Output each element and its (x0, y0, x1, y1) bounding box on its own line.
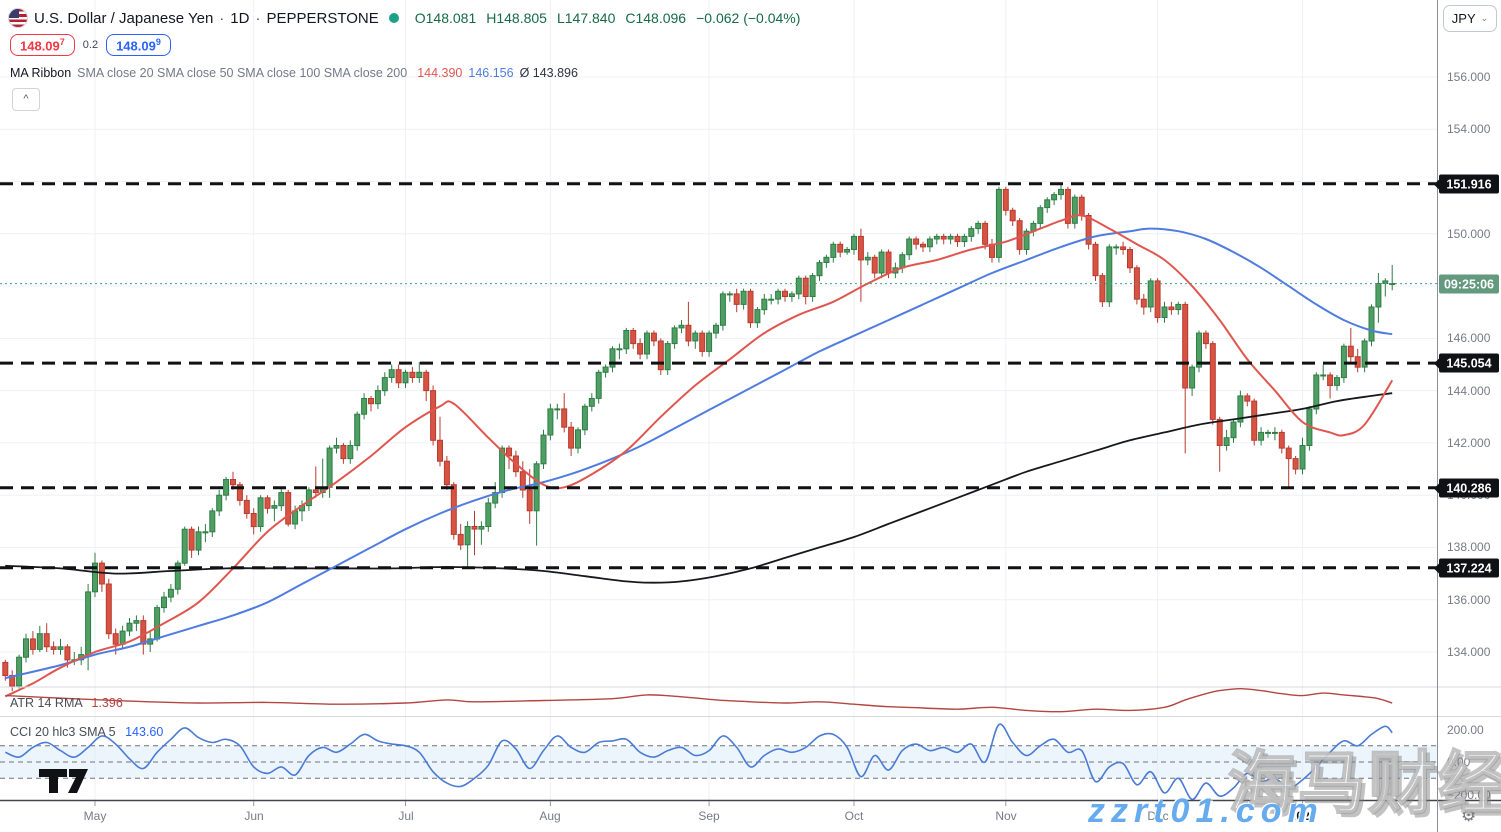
watermark-site: zzrt01.com (1088, 792, 1324, 830)
price-level-badge: 145.054 (1434, 353, 1499, 373)
cci-name: CCI 20 hlc3 SMA 5 (10, 725, 116, 739)
price-tick-label: 150.000 (1447, 227, 1491, 241)
time-axis-label-may: May (83, 809, 107, 823)
ohlc-high: H148.805 (486, 10, 547, 26)
ohlc-close: C148.096 (625, 10, 687, 26)
price-tick-label: 136.000 (1447, 593, 1491, 607)
grid-lines (0, 0, 1437, 800)
time-axis-label-nov: Nov (995, 809, 1017, 823)
ohlc-change: −0.062 (−0.04%) (696, 10, 801, 26)
sma-20-line (4, 214, 1394, 698)
ma-ribbon-sma20-value: 144.390 (417, 66, 463, 80)
currency-label: JPY (1451, 11, 1476, 26)
spread-value: 0.2 (82, 39, 99, 52)
price-tick-label: 154.000 (1447, 122, 1491, 136)
ohlc-open: O148.081 (414, 10, 477, 26)
price-level-lines[interactable] (0, 182, 1437, 570)
price-tick-label: 142.000 (1447, 436, 1491, 450)
bid-ask-row: 148.097 0.2 148.099 (10, 34, 171, 57)
gear-icon[interactable]: ⚙ (1461, 806, 1477, 825)
ma-ribbon-params: SMA close 20 SMA close 50 SMA close 100 … (77, 66, 408, 80)
sell-button[interactable]: 148.097 (10, 34, 75, 57)
separator-dot: · (219, 9, 225, 27)
ohlc-low: L147.840 (556, 10, 616, 26)
time-axis-label-aug: Aug (539, 809, 561, 823)
chevron-up-icon: ^ (23, 93, 29, 105)
time-axis-label-2024: 2024 (1289, 809, 1317, 823)
ma-ribbon-avg-value: Ø 143.896 (519, 66, 578, 80)
symbol-title: U.S. Dollar / Japanese Yen (34, 9, 214, 27)
timeframe-label: 1D (230, 9, 250, 27)
chevron-down-icon: ⌄ (1480, 13, 1489, 23)
time-axis-label-sep: Sep (698, 809, 720, 823)
cci-tick-label: −200.00 (1447, 788, 1491, 802)
cci-band (0, 745, 1437, 779)
chart-legend-header[interactable]: U.S. Dollar / Japanese Yen · 1D · PEPPER… (8, 8, 800, 28)
price-tick-label: 144.000 (1447, 384, 1491, 398)
bar-countdown-badge: 09:25:06 (1439, 274, 1499, 294)
price-tick-label: 146.000 (1447, 331, 1491, 345)
collapse-indicator-button[interactable]: ^ (12, 88, 40, 111)
time-axis-label-jul: Jul (398, 809, 414, 823)
ohlc-values: O148.081 H148.805 L147.840 C148.096 −0.0… (415, 10, 801, 26)
ma-ribbon-legend[interactable]: MA Ribbon SMA close 20 SMA close 50 SMA … (10, 66, 578, 80)
currency-selector-button[interactable]: JPY ⌄ (1443, 5, 1497, 32)
ma-ribbon-sma50-value: 146.156 (468, 66, 514, 80)
price-level-badge: 151.916 (1434, 174, 1499, 194)
sma-50-line (5, 227, 1393, 680)
cci-line (4, 723, 1393, 801)
atr-legend[interactable]: ATR 14 RMA 1.396 (10, 696, 123, 710)
time-axis-label-oct: Oct (844, 809, 864, 823)
cci-tick-label: 0.00 (1447, 755, 1471, 769)
ma-ribbon-name: MA Ribbon (10, 66, 72, 80)
cci-legend[interactable]: CCI 20 hlc3 SMA 5 143.60 (10, 725, 163, 739)
buy-button[interactable]: 148.099 (106, 34, 171, 57)
time-axis-label-dec: Dec (1147, 809, 1169, 823)
price-level-badge: 137.224 (1434, 558, 1499, 578)
atr-line (5, 687, 1393, 713)
atr-value: 1.396 (91, 696, 123, 710)
cci-value: 143.60 (125, 725, 164, 739)
tradingview-logo[interactable] (38, 766, 90, 796)
broker-label: PEPPERSTONE (266, 9, 379, 27)
time-axis-label-jun: Jun (244, 809, 264, 823)
watermark-brand: 海马财经 (1227, 745, 1501, 823)
atr-name: ATR 14 RMA (10, 696, 83, 710)
market-open-dot-icon (388, 13, 399, 23)
usd-flag-icon (8, 8, 28, 28)
price-tick-label: 156.000 (1447, 70, 1491, 84)
price-tick-label: 138.000 (1447, 540, 1491, 554)
separator-dot: · (255, 9, 261, 27)
cci-tick-label: 200.00 (1447, 723, 1484, 737)
price-tick-label: 134.000 (1447, 645, 1491, 659)
price-level-badge: 140.286 (1434, 478, 1499, 498)
